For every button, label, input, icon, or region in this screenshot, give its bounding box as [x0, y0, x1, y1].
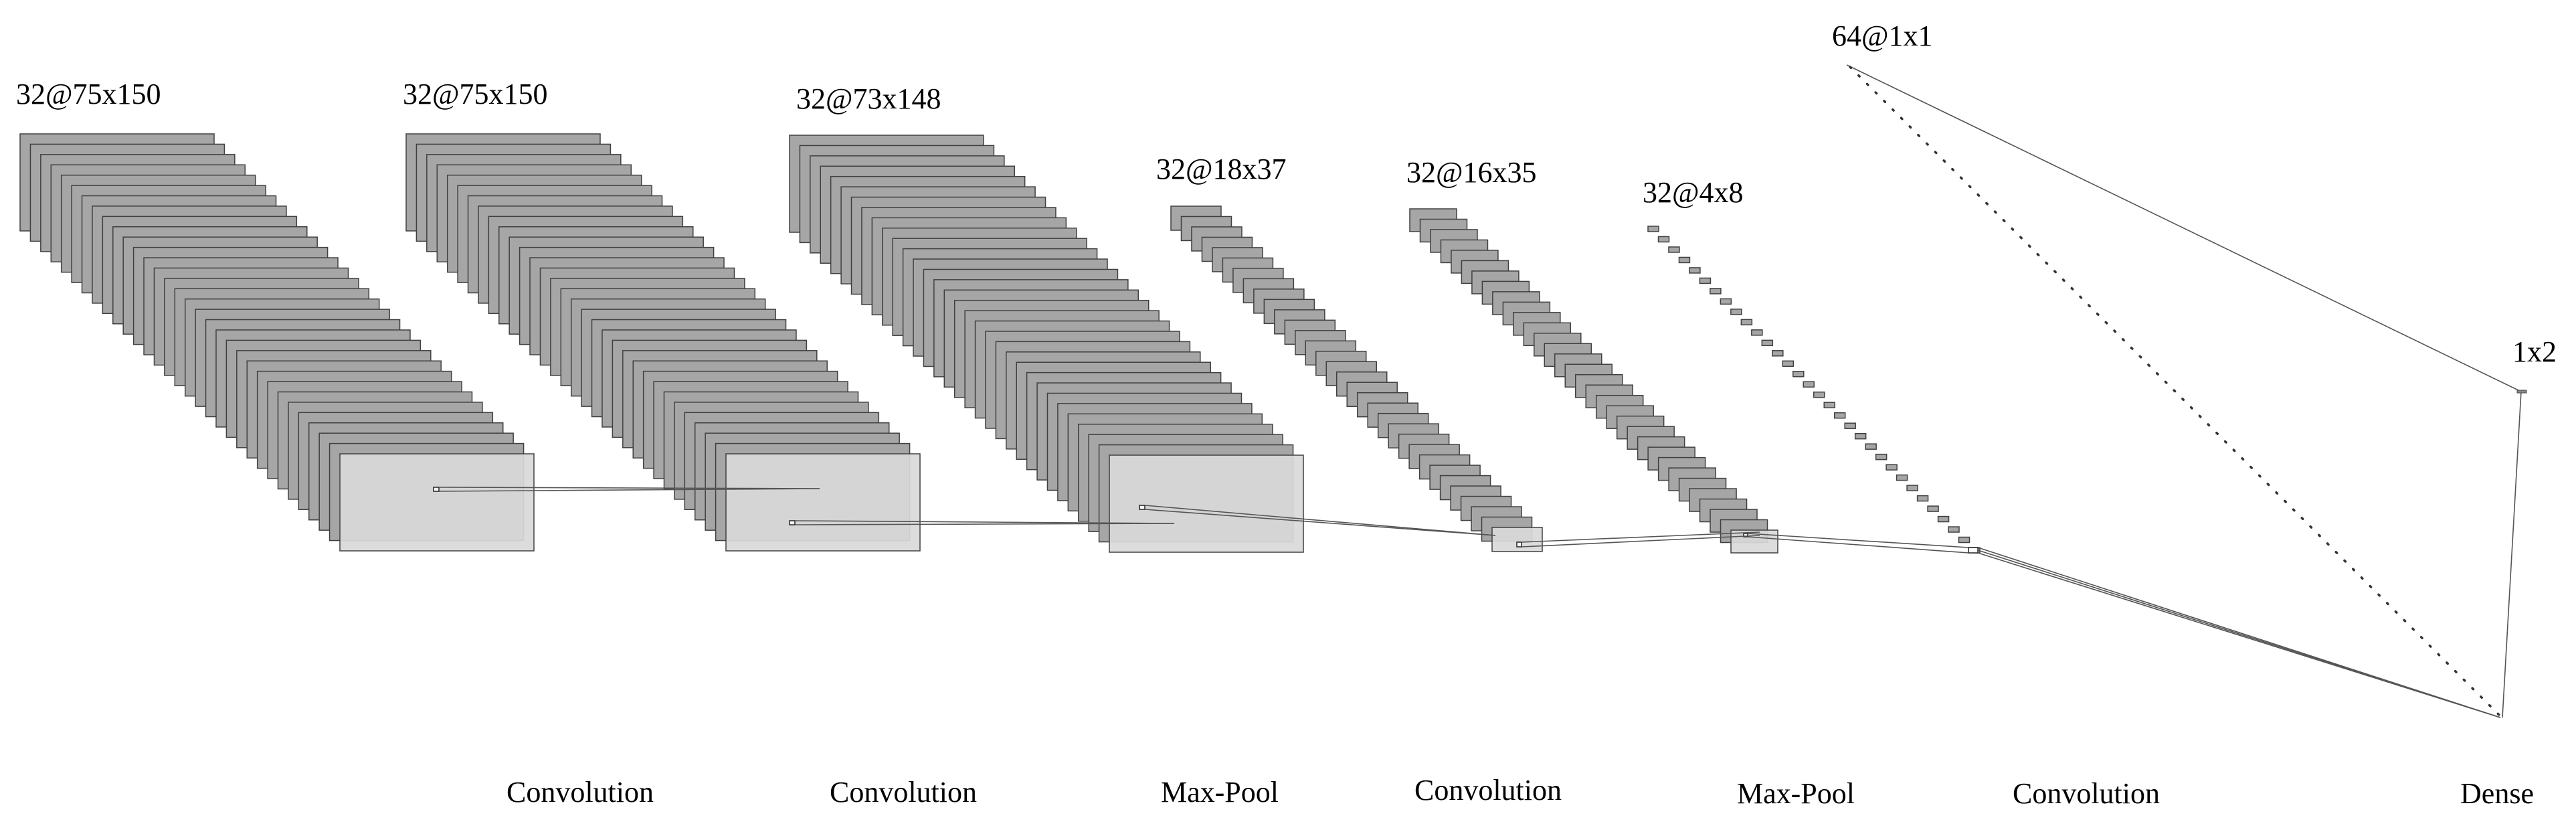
operation-label-5: Max-Pool — [1737, 777, 1855, 810]
feature-map-pool2 — [1761, 339, 1774, 347]
connection-line — [1747, 536, 1969, 554]
feature-map-pool2 — [1657, 236, 1670, 243]
feature-map-pool2 — [1678, 256, 1691, 264]
feature-map-pool2 — [1668, 246, 1680, 253]
feature-map-pool2 — [1772, 350, 1784, 357]
feature-map-pool2 — [1948, 526, 1960, 533]
connection-line — [1977, 550, 2501, 718]
operation-label-6: Convolution — [2013, 777, 2160, 810]
layer-label-conv4: 32@16x35 — [1406, 156, 1537, 189]
feature-map-pool2 — [1751, 329, 1763, 336]
feature-map-pool2 — [1875, 453, 1888, 461]
connection-line — [794, 520, 1175, 524]
feature-map-stacks — [19, 133, 1981, 554]
feature-map-front-conv2 — [725, 453, 921, 552]
feature-map-front-pool1 — [1491, 527, 1543, 552]
conv5-vector — [1849, 66, 2502, 718]
stack-conv4 — [1409, 208, 1778, 554]
connection-line — [1144, 505, 1496, 536]
operation-label-4: Convolution — [1414, 774, 1562, 807]
dense-output — [2516, 390, 2527, 394]
operation-label-3: Max-Pool — [1161, 776, 1279, 809]
layer-label-pool1: 32@18x37 — [1156, 153, 1287, 185]
connection-line — [438, 488, 820, 492]
feature-map-pool2 — [1958, 536, 1970, 544]
layer-label-conv5: 64@1x1 — [1832, 19, 1933, 52]
kernel-pool1 — [1516, 541, 1522, 548]
feature-map-pool2 — [1854, 432, 1867, 440]
feature-map-pool2 — [1916, 495, 1929, 502]
feature-map-pool2 — [1813, 391, 1825, 398]
operation-label-1: Convolution — [507, 776, 654, 809]
feature-map-pool2 — [1689, 267, 1701, 274]
connection-line — [1747, 533, 1969, 548]
feature-map-pool2 — [1782, 360, 1795, 367]
feature-map-pool2 — [1720, 298, 1732, 305]
layer-label-dense: 1x2 — [2512, 335, 2557, 368]
feature-map-pool2 — [1896, 474, 1908, 481]
layer-label-pool2: 32@4x8 — [1643, 176, 1744, 209]
kernel-pool2 — [1968, 547, 1979, 554]
feature-map-pool2 — [1740, 319, 1753, 326]
layer-label-conv2: 32@75x150 — [403, 78, 548, 110]
connection-line — [1521, 531, 1760, 543]
feature-map-pool2 — [1865, 443, 1877, 450]
connection-lines — [438, 64, 2527, 718]
kernel-conv3 — [1139, 505, 1145, 510]
kernel-conv4 — [1743, 533, 1748, 537]
operation-label-2: Convolution — [830, 776, 977, 809]
stack-conv1 — [19, 133, 535, 552]
operation-label-7: Dense — [2460, 777, 2534, 810]
stack-conv2 — [405, 133, 921, 552]
kernel-conv2 — [789, 520, 796, 525]
feature-map-pool2 — [1699, 277, 1712, 284]
connection-line — [1144, 509, 1496, 536]
feature-map-pool2 — [1730, 309, 1742, 315]
feature-map-pool2 — [1792, 371, 1805, 378]
feature-map-pool2 — [1803, 381, 1815, 388]
connection-line — [2502, 391, 2522, 718]
feature-map-pool2 — [1906, 485, 1918, 491]
feature-map-pool2 — [1937, 515, 1950, 523]
layer-label-conv3: 32@73x148 — [796, 82, 941, 115]
feature-map-pool2 — [1844, 422, 1856, 429]
connection-line — [438, 487, 820, 489]
feature-map-pool2 — [1647, 226, 1659, 232]
stack-conv3 — [789, 135, 1304, 553]
connection-line — [1846, 64, 2522, 392]
feature-map-pool2 — [1927, 505, 1939, 512]
layer-label-conv1: 32@75x150 — [16, 78, 161, 110]
stack-pool1 — [1170, 205, 1543, 552]
feature-map-front-conv1 — [339, 453, 535, 552]
connection-line — [794, 523, 1175, 525]
kernel-conv1 — [433, 487, 440, 492]
feature-map-front-conv3 — [1109, 454, 1304, 553]
connection-line — [1521, 535, 1760, 548]
feature-map-pool2 — [1885, 464, 1898, 471]
feature-map-pool2 — [1823, 402, 1835, 408]
feature-map-pool2 — [1710, 288, 1722, 295]
feature-map-pool2 — [1833, 412, 1846, 419]
